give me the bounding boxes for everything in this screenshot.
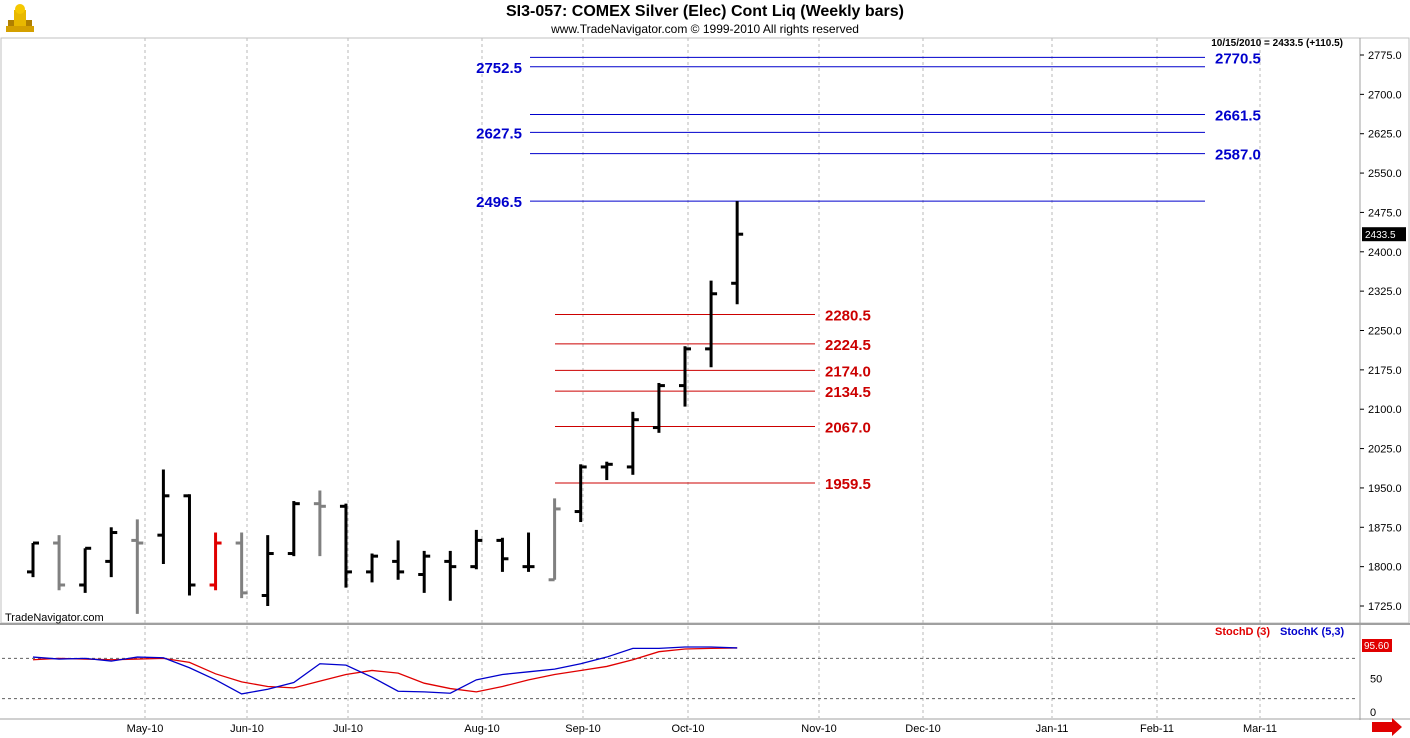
ohlc-bar[interactable]: [209, 532, 222, 591]
time-tick-label: Dec-10: [905, 723, 940, 735]
fib-level-label-blue: 2496.5: [476, 194, 522, 211]
price-panel-frame: [0, 37, 1410, 624]
stochastic-panel[interactable]: 0 50 StochD (3) StochK (5,3) 95.60: [2, 626, 1392, 719]
ohlc-bar[interactable]: [79, 546, 92, 593]
time-tick-label: Mar-11: [1243, 723, 1277, 735]
stoch-tick-label: 50: [1370, 674, 1382, 686]
price-tick-label: 1800.0: [1368, 562, 1402, 574]
stoch-last-value-box: [1362, 639, 1392, 652]
ohlc-bar[interactable]: [496, 537, 509, 572]
price-tick-label: 1950.0: [1368, 483, 1402, 495]
price-tick-label: 1725.0: [1368, 601, 1402, 613]
ohlc-bar[interactable]: [548, 498, 561, 582]
ohlc-bar[interactable]: [470, 529, 483, 570]
ohlc-bar[interactable]: [392, 540, 405, 580]
fib-level-label-red: 2224.5: [825, 337, 871, 354]
ohlc-bar[interactable]: [157, 469, 170, 565]
fib-level-label-blue: 2627.5: [476, 125, 522, 142]
price-levels: 2752.5 2627.5 2496.5 2770.5 2661.5 2587.0 2280…: [476, 50, 1261, 493]
ohlc-bar[interactable]: [626, 411, 639, 475]
time-tick-label: Jan-11: [1036, 723, 1069, 735]
price-axis: 1725.0 1800.0 1875.0 1950.0 2025.0 2100.0 2175…: [1360, 50, 1406, 613]
ohlc-bar[interactable]: [705, 280, 718, 368]
stoch-k-line: [32, 646, 738, 695]
time-tick-label: Oct-10: [671, 723, 704, 735]
last-price-info: 10/15/2010 = 2433.5 (+110.5): [1211, 38, 1343, 49]
time-tick-label: Jun-10: [230, 723, 264, 735]
copyright-notice: www.TradeNavigator.com © 1999-2010 All r…: [551, 22, 859, 36]
price-tick-label: 2700.0: [1368, 89, 1402, 101]
fib-level-label-red: 2067.0: [825, 420, 871, 437]
ohlc-bar[interactable]: [366, 553, 379, 583]
fib-level-label-blue: 2752.5: [476, 60, 522, 77]
fib-level-label-blue: 2587.0: [1215, 147, 1261, 164]
time-tick-label: May-10: [127, 723, 164, 735]
ohlc-bar[interactable]: [418, 550, 431, 593]
stoch-d-line: [32, 647, 738, 693]
trade-navigator-logo-icon[interactable]: [4, 2, 36, 34]
price-tick-label: 2025.0: [1368, 444, 1402, 456]
time-tick-label: Sep-10: [565, 723, 600, 735]
ohlc-bar[interactable]: [287, 501, 300, 557]
ohlc-bar[interactable]: [652, 382, 665, 433]
price-tick-label: 1875.0: [1368, 522, 1402, 534]
fib-level-label-red: 2280.5: [825, 307, 871, 324]
time-tick-label: Jul-10: [333, 723, 363, 735]
fib-level-label-red: 1959.5: [825, 476, 871, 493]
ohlc-bar[interactable]: [313, 490, 326, 557]
price-tick-label: 2250.0: [1368, 326, 1402, 338]
stoch-tick-label: 0: [1370, 707, 1376, 719]
ohlc-bar[interactable]: [574, 464, 587, 523]
ohlc-bar[interactable]: [444, 550, 457, 601]
stoch-k-legend: StochK (5,3): [1280, 626, 1345, 638]
fib-level-label-red: 2134.5: [825, 384, 871, 401]
ohlc-bar[interactable]: [261, 535, 274, 606]
ohlc-bar[interactable]: [679, 346, 691, 407]
price-tick-label: 2475.0: [1368, 207, 1402, 219]
grid-lines: [144, 38, 1261, 718]
price-tick-label: 2400.0: [1368, 247, 1402, 259]
ohlc-bar[interactable]: [27, 541, 39, 578]
scroll-right-arrow-icon[interactable]: [1372, 718, 1402, 736]
ohlc-bar[interactable]: [53, 535, 66, 591]
price-tick-label: 2775.0: [1368, 50, 1402, 62]
ohlc-bars[interactable]: [27, 201, 744, 614]
ohlc-bar[interactable]: [600, 461, 613, 481]
last-price-label: 2433.5: [1365, 230, 1396, 241]
price-tick-label: 2175.0: [1368, 365, 1402, 377]
time-axis: May-10 Jun-10 Jul-10 Aug-10 Sep-10 Oct-10 Nov-…: [127, 718, 1402, 736]
price-panel[interactable]: [0, 37, 1410, 720]
time-tick-label: Aug-10: [464, 723, 499, 735]
ohlc-bar[interactable]: [105, 527, 118, 578]
time-tick-label: Feb-11: [1140, 723, 1174, 735]
price-tick-label: 2625.0: [1368, 129, 1402, 141]
fib-level-label-blue: 2661.5: [1215, 108, 1261, 125]
price-tick-label: 2100.0: [1368, 404, 1402, 416]
stoch-d-legend: StochD (3): [1215, 626, 1270, 638]
fib-level-label-red: 2174.0: [825, 363, 871, 380]
ohlc-bar[interactable]: [522, 532, 535, 572]
stoch-last-value-label: 95.60: [1364, 641, 1389, 652]
fib-level-label-blue: 2770.5: [1215, 50, 1261, 67]
ohlc-bar[interactable]: [339, 503, 352, 588]
chart-title: SI3-057: COMEX Silver (Elec) Cont Liq (W…: [505, 3, 905, 20]
time-tick-label: Nov-10: [801, 723, 836, 735]
ohlc-bar[interactable]: [183, 494, 196, 596]
last-price-box: [1362, 227, 1406, 242]
watermark-text: TradeNavigator.com: [5, 612, 104, 624]
price-tick-label: 2550.0: [1368, 168, 1402, 180]
ohlc-bar[interactable]: [731, 201, 744, 305]
ohlc-bar[interactable]: [235, 532, 248, 599]
price-tick-label: 2325.0: [1368, 286, 1402, 298]
ohlc-bar[interactable]: [131, 519, 144, 614]
chart-header: SI3-057: COMEX Silver (Elec) Cont Liq (W…: [0, 0, 1410, 38]
